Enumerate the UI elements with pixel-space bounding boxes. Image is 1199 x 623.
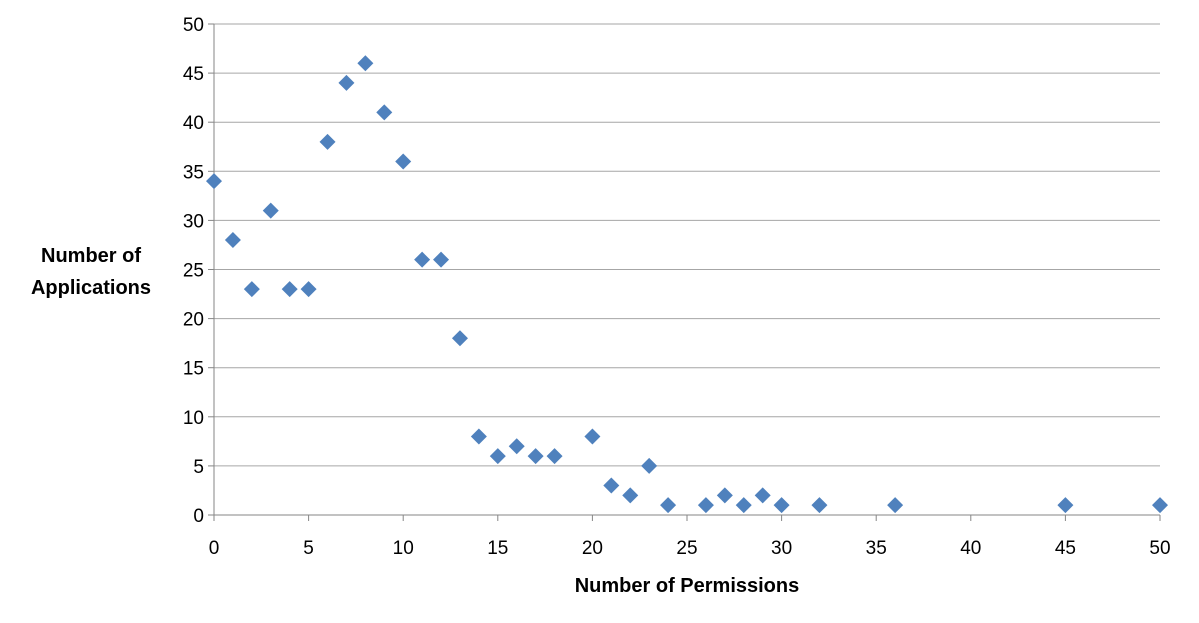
- x-tick-label-15: 15: [487, 538, 508, 559]
- data-point: [470, 428, 487, 445]
- x-tick-label-50: 50: [1149, 538, 1170, 559]
- data-point: [546, 448, 563, 465]
- y-tick-label-35: 35: [183, 162, 204, 183]
- y-axis-title-line-1: Number of: [41, 245, 141, 267]
- x-tick-label-40: 40: [960, 538, 981, 559]
- data-point: [451, 330, 468, 347]
- y-tick-label-20: 20: [183, 310, 204, 331]
- x-tick-labels: 0 5 10 15 20 25 30 35 40 45 50: [209, 538, 1171, 559]
- y-tick-labels: 0 5 10 15 20 25 30 35 40 45 50: [183, 15, 204, 527]
- data-point: [641, 457, 658, 474]
- data-point: [754, 487, 771, 504]
- data-point: [206, 173, 222, 190]
- data-point: [262, 202, 279, 219]
- data-point: [1152, 497, 1168, 514]
- x-tick-label-25: 25: [676, 538, 697, 559]
- x-tick-label-30: 30: [771, 538, 792, 559]
- data-point: [508, 438, 525, 455]
- data-points: [206, 55, 1168, 514]
- x-tick-label-20: 20: [582, 538, 603, 559]
- data-point: [224, 232, 241, 249]
- gridlines: [214, 23, 1160, 467]
- data-point: [489, 448, 506, 465]
- y-tick-label-0: 0: [193, 506, 204, 527]
- x-tick-label-35: 35: [866, 538, 887, 559]
- data-point: [716, 487, 733, 504]
- data-point: [622, 487, 639, 504]
- data-point: [887, 497, 904, 514]
- data-point: [584, 428, 601, 445]
- y-tick-label-45: 45: [183, 64, 204, 85]
- data-point: [281, 281, 298, 298]
- x-tick-label-5: 5: [303, 538, 314, 559]
- data-point: [300, 281, 317, 298]
- data-point: [660, 497, 677, 514]
- axes: [208, 23, 1161, 521]
- x-tick-label-0: 0: [209, 538, 220, 559]
- x-tick-label-10: 10: [393, 538, 414, 559]
- data-point: [319, 133, 336, 150]
- y-axis-title-line-2: Applications: [31, 277, 151, 299]
- data-point: [395, 153, 412, 170]
- data-point: [697, 497, 714, 514]
- data-point: [735, 497, 752, 514]
- data-point: [338, 74, 355, 91]
- y-tick-label-40: 40: [183, 113, 204, 134]
- y-tick-label-30: 30: [183, 211, 204, 232]
- data-point: [414, 251, 431, 268]
- data-point: [433, 251, 450, 268]
- y-tick-label-50: 50: [183, 15, 204, 36]
- y-tick-label-5: 5: [193, 457, 204, 478]
- data-point: [376, 104, 393, 121]
- y-tick-label-10: 10: [183, 408, 204, 429]
- data-point: [811, 497, 828, 514]
- data-point: [603, 477, 620, 494]
- y-tick-label-25: 25: [183, 261, 204, 282]
- data-point: [773, 497, 790, 514]
- data-point: [527, 448, 544, 465]
- data-point: [357, 55, 374, 72]
- x-axis-title: Number of Permissions: [575, 575, 800, 597]
- y-tick-label-15: 15: [183, 359, 204, 380]
- data-point: [243, 281, 260, 298]
- x-tick-label-45: 45: [1055, 538, 1076, 559]
- data-point: [1057, 497, 1074, 514]
